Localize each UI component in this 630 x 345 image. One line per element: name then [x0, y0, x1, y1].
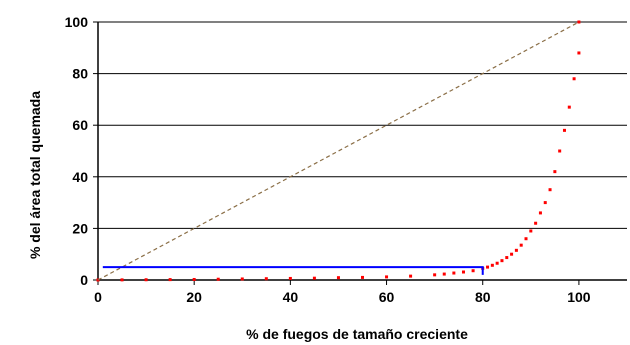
x-axis-label: % de fuegos de tamaño creciente	[246, 326, 468, 342]
x-tick-label: 60	[379, 289, 395, 305]
data-point	[510, 252, 514, 256]
data-point	[312, 276, 316, 280]
data-point	[500, 259, 504, 263]
gridlines	[98, 21, 627, 229]
data-point	[216, 277, 220, 281]
data-point	[572, 77, 576, 81]
data-point	[567, 105, 571, 109]
data-point	[534, 221, 538, 225]
y-axis-label: % del área total quemada	[27, 91, 43, 259]
data-point	[519, 243, 523, 247]
data-point	[144, 278, 148, 282]
y-tick-labels: 0 20 40 60 80 100	[65, 14, 89, 288]
y-tick-label: 60	[72, 117, 88, 133]
data-point	[577, 51, 581, 55]
y-tick-label: 100	[65, 14, 89, 30]
x-tick-label: 80	[475, 289, 491, 305]
equality-line	[97, 21, 580, 281]
data-point	[461, 270, 465, 274]
data-point	[529, 229, 533, 233]
x-tick-labels: 0 20 40 60 80 100	[94, 289, 591, 305]
y-tick-label: 80	[72, 66, 88, 82]
data-point	[385, 275, 389, 279]
y-tick-label: 20	[72, 220, 88, 236]
data-point	[558, 149, 562, 153]
data-point	[490, 263, 494, 267]
data-point	[505, 256, 509, 260]
data-point	[192, 277, 196, 281]
data-point	[240, 277, 244, 281]
data-point	[538, 211, 542, 215]
data-point	[495, 261, 499, 265]
data-point	[543, 201, 547, 205]
data-point	[577, 20, 581, 24]
data-point	[486, 265, 490, 269]
data-point	[433, 273, 437, 277]
x-tick-label: 20	[186, 289, 202, 305]
data-point	[548, 188, 552, 192]
data-point	[168, 278, 172, 282]
plot-area	[96, 20, 581, 282]
x-tick-label: 0	[94, 289, 102, 305]
y-tick-label: 0	[80, 272, 88, 288]
data-point	[514, 248, 518, 252]
data-point	[452, 271, 456, 275]
data-point	[442, 272, 446, 276]
reference-line	[102, 266, 484, 275]
data-point	[361, 275, 364, 279]
data-point	[264, 277, 268, 281]
x-tick-label: 100	[567, 289, 591, 305]
x-tick-label: 40	[283, 289, 299, 305]
data-point	[336, 276, 340, 280]
y-tick-label: 40	[72, 169, 88, 185]
data-point	[562, 128, 566, 132]
data-point	[288, 276, 292, 280]
data-point	[409, 274, 413, 278]
data-point	[120, 278, 124, 282]
data-point	[553, 170, 557, 174]
axes	[93, 21, 627, 285]
data-point	[524, 237, 528, 241]
data-point	[471, 269, 475, 273]
